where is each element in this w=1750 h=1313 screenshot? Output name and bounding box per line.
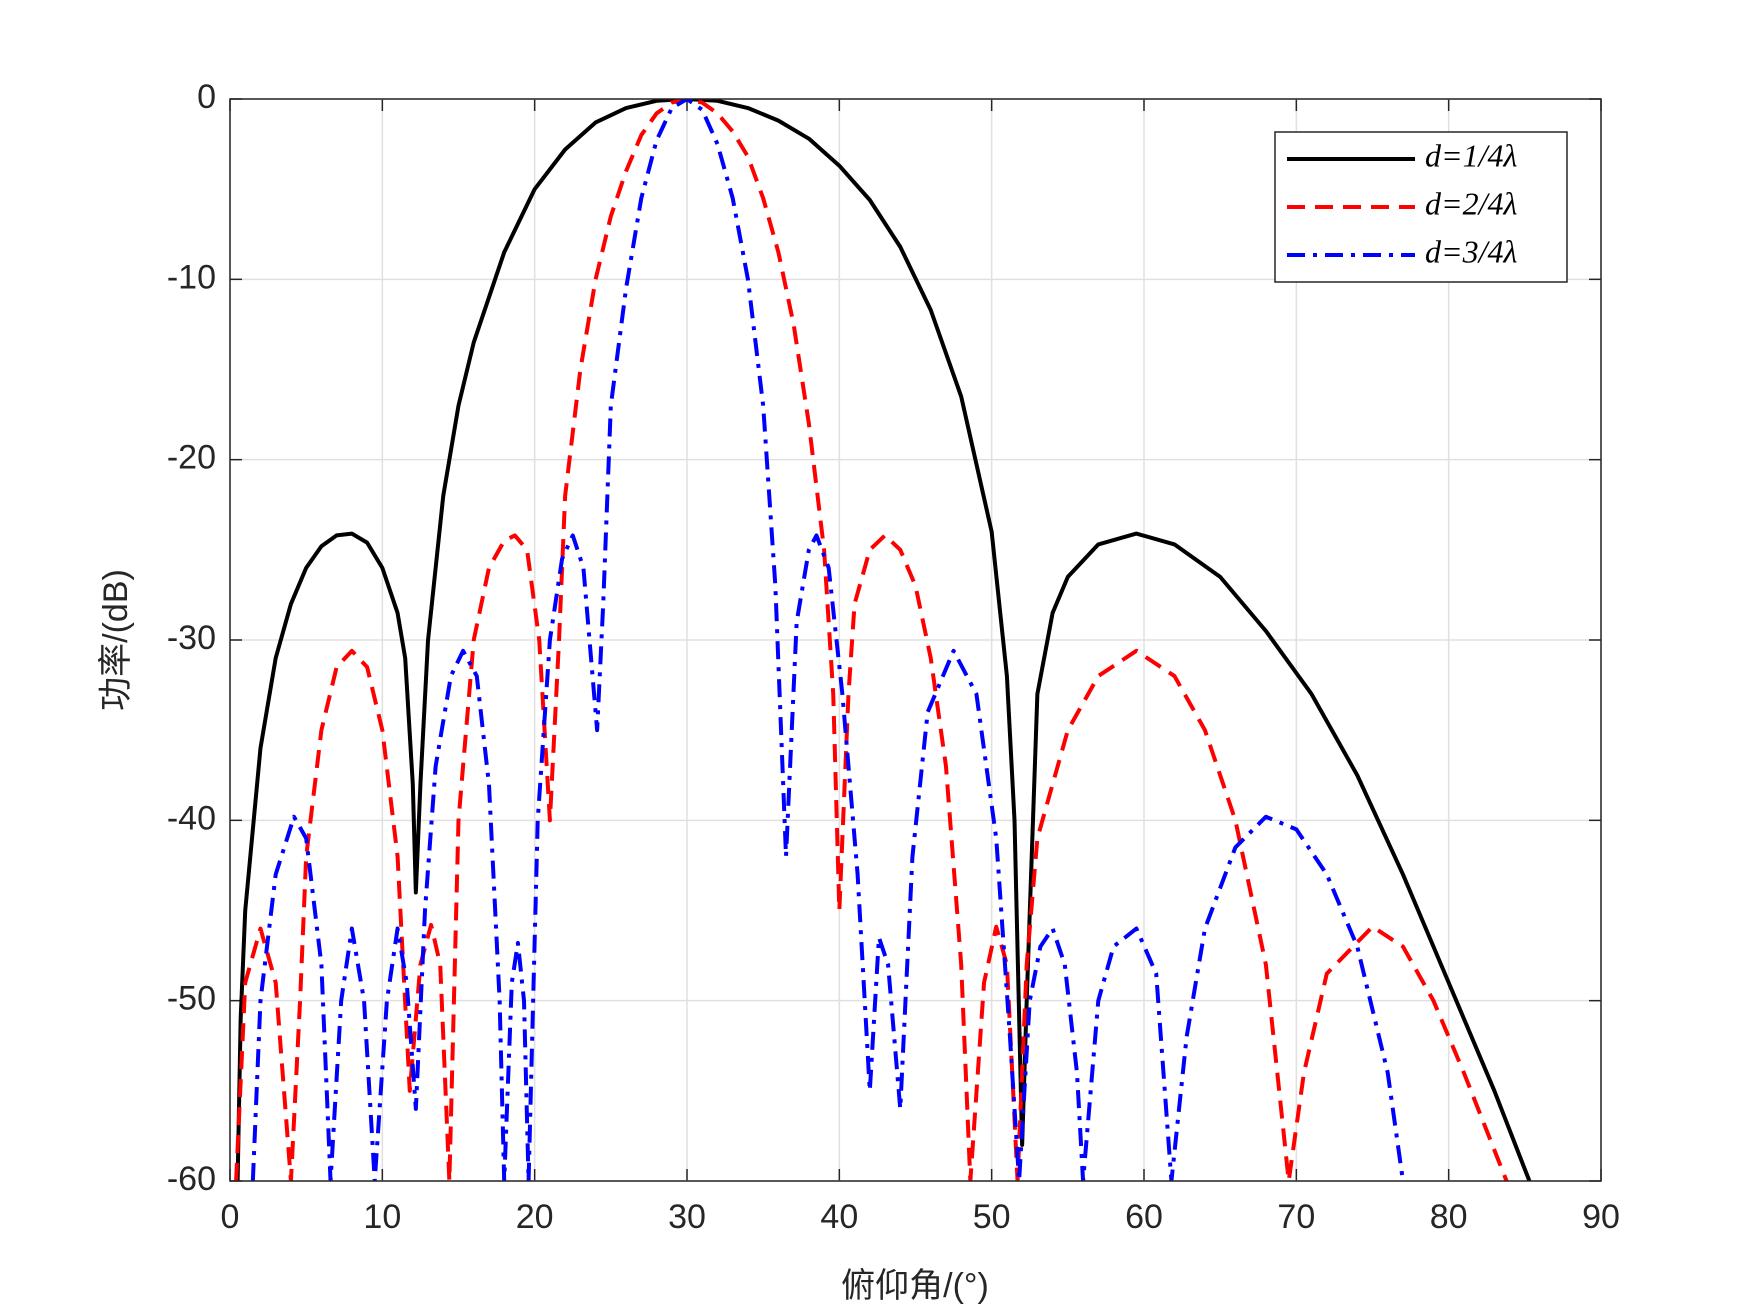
plot-border	[229, 98, 1602, 1182]
x-axis-label: 俯仰角/(°)	[841, 1267, 989, 1305]
legend-label: d=2/4λ	[1425, 185, 1517, 221]
x-tick-label: 90	[1582, 1198, 1620, 1236]
legend-label: d=1/4λ	[1425, 137, 1517, 173]
y-tick-label: -30	[167, 619, 216, 657]
y-tick-label: -40	[167, 799, 216, 837]
x-tick-label: 10	[363, 1198, 401, 1236]
x-tick-label: 20	[516, 1198, 554, 1236]
y-tick-label: -20	[167, 439, 216, 477]
y-tick-label: -50	[167, 980, 216, 1018]
y-tick-label: -60	[167, 1160, 216, 1198]
series-line	[234, 99, 1509, 1181]
series-line	[250, 99, 1405, 1181]
series-line	[235, 99, 1532, 1181]
y-axis-label: 功率/(dB)	[97, 569, 135, 711]
x-tick-label: 70	[1277, 1198, 1315, 1236]
x-tick-label: 40	[820, 1198, 858, 1236]
x-tick-label: 0	[221, 1198, 240, 1236]
y-tick-label: -10	[167, 258, 216, 296]
x-tick-label: 50	[973, 1198, 1011, 1236]
legend-label: d=3/4λ	[1425, 233, 1517, 269]
x-tick-label: 60	[1125, 1198, 1163, 1236]
plot-lines	[234, 99, 1532, 1181]
y-tick-label: 0	[197, 78, 216, 116]
x-tick-label: 30	[668, 1198, 706, 1236]
x-tick-label: 80	[1430, 1198, 1468, 1236]
